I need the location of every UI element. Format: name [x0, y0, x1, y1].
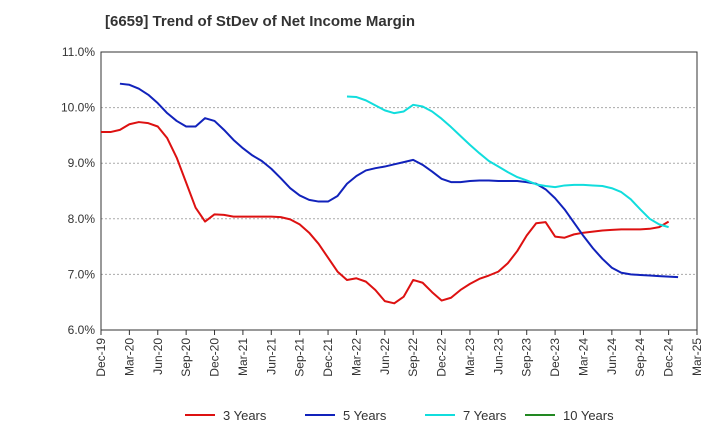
x-tick-label: Jun-20 — [151, 338, 165, 375]
series-line-5-years — [119, 82, 679, 279]
x-tick-label: Jun-22 — [378, 338, 392, 375]
series-line-7-years — [346, 95, 669, 229]
legend: 3 Years 5 Years 7 Years 10 Years — [185, 408, 614, 423]
x-tick-label: Sep-20 — [179, 338, 193, 377]
y-tick-label: 8.0% — [68, 212, 96, 226]
y-tick-label: 9.0% — [68, 156, 96, 170]
x-tick-labels: Dec-19 Mar-20 Jun-20 Sep-20 Dec-20 Mar-21 Jun-… — [94, 338, 704, 377]
x-tick-label: Dec-20 — [208, 338, 222, 377]
x-tick-label: Sep-22 — [406, 338, 420, 377]
x-tick-label: Dec-22 — [435, 338, 449, 377]
y-tick-label: 7.0% — [68, 267, 96, 281]
gridlines — [101, 51, 697, 331]
x-tick-label: Mar-23 — [463, 338, 477, 376]
legend-label: 5 Years — [343, 408, 387, 423]
y-tick-label: 10.0% — [61, 101, 95, 115]
legend-label: 10 Years — [563, 408, 614, 423]
plot-frame — [100, 51, 698, 331]
x-tick-label: Sep-21 — [293, 338, 307, 377]
y-tick-labels: 6.0% 7.0% 8.0% 9.0% 10.0% 11.0% — [61, 45, 95, 337]
series-line-3-years — [101, 121, 670, 305]
chart-title: [6659] Trend of StDev of Net Income Marg… — [105, 13, 415, 30]
x-tick-label: Mar-20 — [122, 338, 136, 376]
x-tick-label: Mar-21 — [236, 338, 250, 376]
x-tick-label: Jun-24 — [605, 338, 619, 375]
x-tick-label: Dec-19 — [94, 338, 108, 377]
x-tick-label: Mar-25 — [690, 338, 704, 376]
legend-label: 7 Years — [463, 408, 507, 423]
y-tick-label: 6.0% — [68, 323, 96, 337]
x-tick-label: Jun-21 — [264, 338, 278, 375]
x-tick-label: Mar-22 — [349, 338, 363, 376]
x-tick-label: Mar-24 — [576, 338, 590, 376]
x-tick-label: Sep-24 — [633, 338, 647, 377]
x-tick-label: Jun-23 — [491, 338, 505, 375]
x-tick-marks — [100, 330, 698, 335]
series-lines — [101, 82, 679, 305]
x-tick-label: Dec-24 — [662, 338, 676, 377]
x-tick-label: Dec-21 — [321, 338, 335, 377]
y-tick-label: 11.0% — [62, 45, 95, 59]
x-tick-label: Dec-23 — [548, 338, 562, 377]
x-tick-label: Sep-23 — [520, 338, 534, 377]
legend-label: 3 Years — [223, 408, 267, 423]
